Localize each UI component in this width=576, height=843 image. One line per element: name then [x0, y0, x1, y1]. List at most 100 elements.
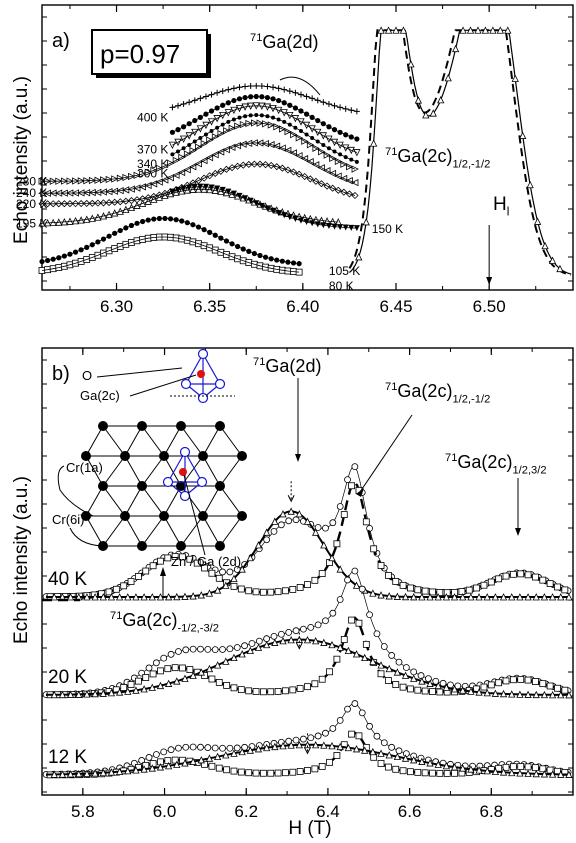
ga2c-point: [179, 553, 186, 561]
series-label: 105 K: [329, 264, 360, 278]
ga2d-point: [548, 593, 557, 601]
ga2c-point: [267, 688, 275, 696]
ga2c-point: [384, 763, 392, 771]
ga2c-point: [480, 581, 488, 589]
trace-group-20k: 20 K: [42, 567, 573, 699]
ga2c-point: [421, 769, 429, 777]
ga2c-point: [120, 684, 128, 691]
total-point: [292, 627, 300, 635]
ga2d-point: [410, 593, 418, 601]
ga2d-label-b-main: Ga(2d): [265, 356, 321, 376]
ga2d-point: [91, 593, 99, 601]
total-point: [226, 568, 234, 576]
total-point: [380, 739, 388, 747]
total-point: [277, 630, 285, 638]
lattice-bond: [163, 425, 182, 457]
ga2d-point: [91, 689, 99, 698]
ga2d-point: [328, 640, 336, 649]
ga2d-point: [483, 767, 491, 775]
ga2c-point: [348, 482, 356, 490]
total-point: [373, 732, 381, 740]
hl-label-sub: l: [507, 206, 510, 219]
label-o: O: [82, 368, 92, 383]
cr-atom: [120, 511, 130, 521]
ga2d-point: [377, 591, 385, 599]
series-label: 240 K: [16, 186, 47, 200]
ga2d-point: [401, 754, 410, 762]
ga2c-point: [186, 666, 194, 673]
total-point: [358, 709, 366, 717]
ga2c-point: [377, 562, 385, 569]
ga2c-label-b3-sub: -1/2,-3/2: [177, 622, 219, 634]
series-label: 370 K: [137, 143, 168, 157]
ga2d-point: [328, 741, 336, 750]
ga2c-point: [443, 770, 451, 777]
ga2d-point: [491, 593, 500, 601]
ga2d-point: [238, 747, 246, 756]
total-point: [402, 664, 410, 671]
ga2c-point: [502, 572, 510, 580]
ga2d-point: [540, 690, 549, 699]
series-line: [172, 85, 357, 112]
ga2d-point: [312, 528, 320, 536]
total-point: [410, 668, 418, 676]
ga2c-point: [282, 687, 289, 695]
total-point: [226, 645, 234, 653]
ga2c-point: [252, 769, 260, 777]
ga2d-point: [418, 757, 426, 765]
total-point: [351, 700, 359, 707]
ga2d-point: [287, 636, 295, 644]
ga2d-point: [115, 688, 124, 696]
total-point: [344, 705, 351, 713]
ga2d-point: [156, 681, 165, 690]
lattice-bond: [102, 455, 126, 487]
ga2d-point: [124, 593, 132, 601]
ga2d-point: [173, 677, 181, 685]
ga2d-point: [548, 690, 557, 699]
ga2c-point: [164, 554, 172, 562]
panel-b-tick-label: 6.4: [316, 802, 340, 821]
ga2d-point: [557, 593, 565, 601]
panel-a-label: a): [52, 30, 70, 52]
ga2c-point: [157, 557, 164, 565]
ga2d-point: [189, 757, 197, 765]
hl-label-main: H: [493, 194, 507, 215]
ga2d-point: [467, 765, 475, 773]
lattice-bond: [141, 515, 165, 547]
ga2d-point: [499, 768, 508, 776]
series-line: [41, 188, 339, 224]
total-point: [366, 722, 373, 730]
ga2c-label-b1: 71Ga(2c)1/2,-1/2: [385, 381, 490, 405]
ga2d-label-a-sup: 71: [250, 32, 262, 44]
ga2d-point: [532, 593, 540, 601]
ga2d-point: [91, 769, 99, 777]
ga2c-point: [215, 679, 223, 686]
peak-arrow-head: [304, 747, 311, 755]
ga2c-point: [524, 571, 532, 579]
total-point: [336, 596, 344, 603]
total-point: [395, 658, 403, 666]
total-point: [358, 585, 366, 593]
ga2d-point: [303, 636, 312, 644]
ga2d-point: [173, 592, 181, 601]
ga2c-point: [421, 587, 429, 595]
ga2c-point: [149, 562, 157, 570]
ga2c-point: [296, 584, 304, 591]
total-point: [138, 757, 146, 764]
ga2c-point: [541, 241, 549, 250]
oxygen-atom: [197, 392, 209, 404]
ga2c-point: [539, 576, 547, 584]
ga2d-point: [164, 593, 173, 601]
ga2d-point: [75, 690, 83, 698]
series-240k: 240 K: [16, 139, 359, 200]
ga2d-point: [426, 759, 434, 767]
ga2c-label-b2-sub: 1/2,3/2: [512, 464, 546, 476]
ga2d-point: [344, 743, 352, 752]
tetra-edge: [184, 451, 203, 483]
ga2d-label-b: 71Ga(2d): [253, 356, 321, 376]
panel-a-frame: [41, 4, 574, 291]
ga2d-point: [303, 517, 312, 525]
ga2d-point: [148, 593, 156, 601]
ga2c-point: [362, 518, 370, 526]
ga2c-label-a-sub: 1/2,-1/2: [452, 158, 490, 170]
